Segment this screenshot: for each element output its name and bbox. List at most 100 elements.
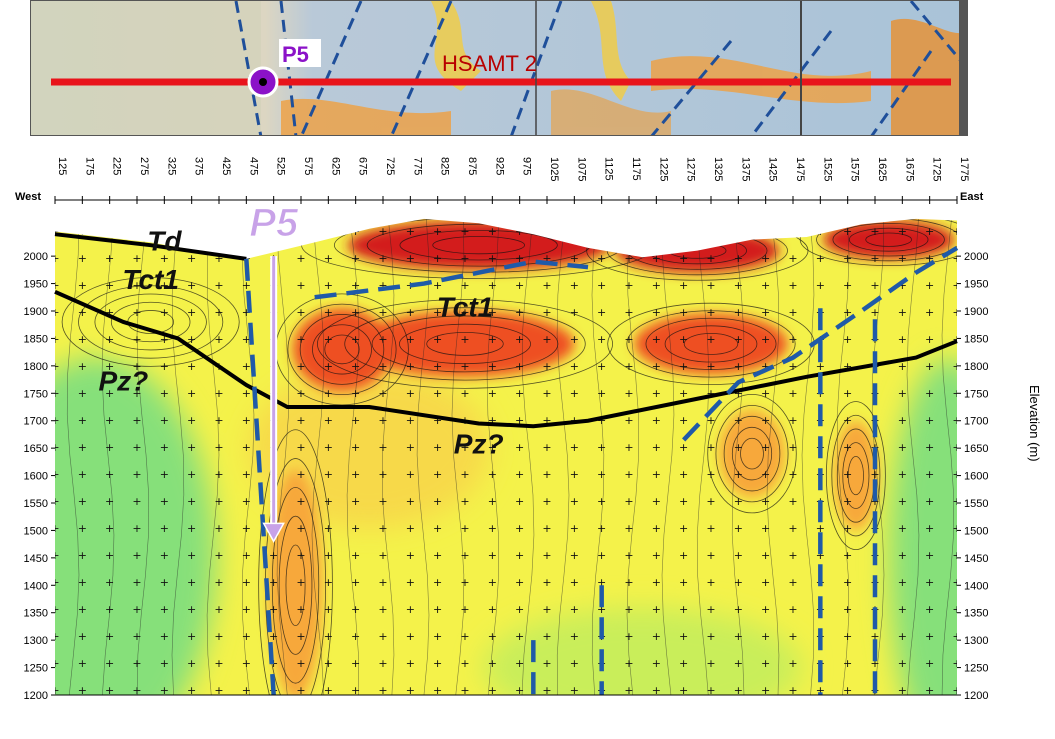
station-marker: + [734,306,743,319]
station-marker: + [296,657,305,670]
x-tick-label: 1525 [821,157,833,181]
station-marker: + [50,468,59,481]
station-marker: + [378,630,387,643]
y-tick-label: 1400 [964,580,988,592]
station-marker: + [597,279,606,292]
station-marker: + [269,603,278,616]
station-marker: + [652,468,661,481]
station-marker: + [460,252,469,265]
x-tick-label: 475 [247,157,259,175]
above-topography-mask [53,210,959,259]
station-marker: + [132,468,141,481]
station-marker: + [843,360,852,373]
station-marker: + [378,225,387,238]
contour-line [66,215,80,695]
station-marker: + [378,360,387,373]
station-marker: + [187,522,196,535]
resistivity-section: + + + + + + + + + + + + + + + + + + + + + + + + + + + + + + + + + + + + + + + +… [0,140,1055,734]
station-marker: + [652,333,661,346]
y-tick-label: 2000 [24,251,48,263]
station-marker: + [652,684,661,697]
station-marker: + [269,576,278,589]
hsamt-label: HSAMT 2 [442,51,537,76]
station-marker: + [706,603,715,616]
x-tick-label: 1125 [603,157,615,181]
station-marker: + [788,684,797,697]
station-marker: + [132,576,141,589]
station-marker: + [187,495,196,508]
station-marker: + [788,549,797,562]
station-marker: + [324,468,333,481]
station-marker: + [952,549,961,562]
x-tick-label: 325 [165,157,177,175]
station-marker: + [761,333,770,346]
station-marker: + [652,279,661,292]
x-tick-label: 975 [521,157,533,175]
station-marker: + [433,306,442,319]
x-tick-label: 275 [138,157,150,175]
station-marker: + [843,414,852,427]
station-marker: + [898,684,907,697]
station-marker: + [378,522,387,535]
station-marker: + [542,657,551,670]
station-marker: + [296,603,305,616]
station-marker: + [925,414,934,427]
station-marker: + [324,684,333,697]
station-marker: + [898,360,907,373]
station-marker: + [761,657,770,670]
station-marker: + [488,333,497,346]
station-marker: + [761,468,770,481]
station-marker: + [187,333,196,346]
station-marker: + [788,306,797,319]
station-marker: + [433,279,442,292]
contour-line [416,215,430,695]
p5-map-label: P5 [282,42,309,67]
station-marker: + [433,387,442,400]
y-tick-label: 1900 [24,306,48,318]
station-marker: + [706,495,715,508]
station-marker: + [406,360,415,373]
station-marker: + [460,630,469,643]
station-marker: + [160,576,169,589]
station-marker: + [898,225,907,238]
station-marker: + [679,360,688,373]
station-marker: + [952,360,961,373]
station-marker: + [843,387,852,400]
station-marker: + [460,576,469,589]
station-marker: + [542,522,551,535]
station-marker: + [132,360,141,373]
station-marker: + [597,495,606,508]
y-tick-label: 1900 [964,306,988,318]
station-marker: + [187,603,196,616]
y-tick-label: 1350 [964,608,988,620]
contour-line [842,442,870,509]
station-marker: + [78,279,87,292]
station-marker: + [597,306,606,319]
station-marker: + [296,468,305,481]
station-marker: + [351,468,360,481]
geologic-contacts [54,232,958,429]
station-marker: + [105,468,114,481]
station-marker: + [50,549,59,562]
station-marker: + [488,522,497,535]
station-marker: + [78,549,87,562]
station-marker: + [351,387,360,400]
station-marker: + [843,333,852,346]
station-marker: + [433,468,442,481]
station-marker: + [406,252,415,265]
station-marker: + [460,468,469,481]
y-tick-label: 1550 [24,498,48,510]
station-marker: + [706,441,715,454]
contour-line [311,215,325,695]
station-marker: + [597,360,606,373]
station-marker: + [50,576,59,589]
station-marker: + [460,549,469,562]
station-marker: + [761,549,770,562]
station-marker: + [706,549,715,562]
station-marker: + [242,468,251,481]
station-marker: + [406,630,415,643]
station-marker: + [132,657,141,670]
station-marker: + [105,306,114,319]
station-marker: + [187,441,196,454]
contour-line [941,215,954,695]
